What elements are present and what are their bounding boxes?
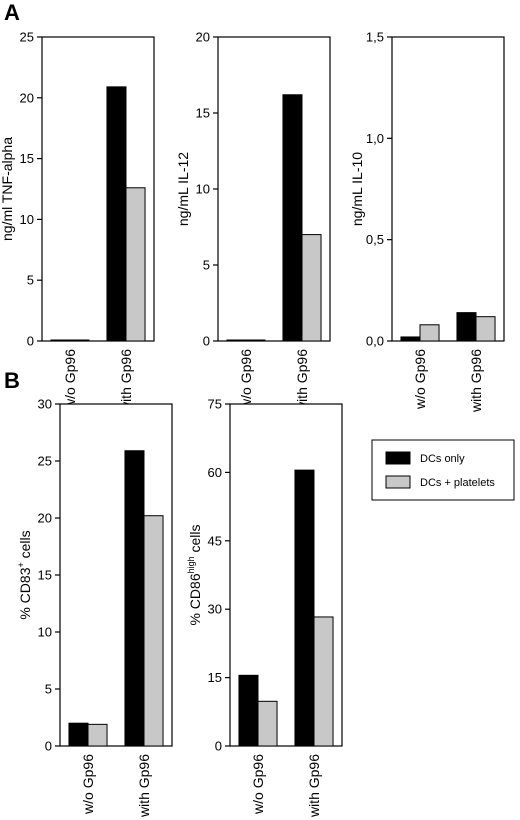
cd83-ytick-label: 25 [38,454,52,469]
panel-letter-a: A [4,0,20,25]
cd83-bar-dcs-only-wo-gp96 [68,722,89,747]
il-10-bar-dcs-platelets-with-gp96 [475,316,496,342]
il-12-category-label: with Gp96 [294,349,310,413]
il-12-ytick-label: 15 [196,106,210,121]
il-12-ytick-label: 20 [196,30,210,45]
cd83-ytick-label: 20 [38,511,52,526]
il-10-category-label: w/o Gp96 [412,349,428,410]
tnf-alpha-ytick-label: 15 [20,151,34,166]
il-10-plot-frame [391,36,505,342]
legend-swatch-dcs-platelets [385,475,411,489]
tnf-alpha-ytick-label: 25 [20,30,34,45]
cd86-bar-dcs-only-with-gp96 [294,469,315,747]
cd83-bar-dcs-platelets-wo-gp96 [87,723,108,747]
cd83-chart: 0 5 10 15 20 25 30 % CD83+ cells w/o Gp96 with Gp… [16,397,173,818]
cd86-ytick-label: 75 [208,397,222,412]
tnf-alpha-ytick-label: 0 [27,334,34,349]
cd86-ytick-label: 0 [215,739,222,754]
il-10-ytick-label: 1,0 [366,131,384,146]
il-10-category-label: with Gp96 [468,349,484,413]
cd86-bar-dcs-platelets-wo-gp96 [257,700,278,747]
cd83-ytick-label: 30 [38,397,52,412]
tnf-alpha-bar-dcs-only-with-gp96 [106,86,127,342]
il-12-ytick-label: 5 [203,258,210,273]
il-12-ytick-label: 0 [203,334,210,349]
cd86-category-label: with Gp96 [306,754,322,818]
cd83-bar-dcs-only-with-gp96 [124,450,145,747]
tnf-alpha-category-label: w/o Gp96 [62,349,78,410]
cd86-ytick-label: 30 [208,602,222,617]
cd86-category-label: w/o Gp96 [250,754,266,815]
legend-box [371,439,515,501]
il-10-bar-dcs-only-with-gp96 [456,312,477,342]
cd83-bar-dcs-platelets-with-gp96 [143,515,164,747]
il-12-category-label: w/o Gp96 [238,349,254,410]
cd83-category-label: w/o Gp96 [80,754,96,815]
cd83-ylabel: % CD83+ cells [16,530,33,619]
il-10-bar-dcs-platelets-wo-gp96 [419,324,440,342]
cd86-ytick-label: 15 [208,670,222,685]
legend: DCs only DCs + platelets [371,439,515,501]
cd86-ytick-label: 45 [208,533,222,548]
il-10-bar-dcs-only-wo-gp96 [400,336,421,342]
il-12-bar-dcs-only-with-gp96 [282,94,303,342]
cd86-ytick-label: 60 [208,465,222,480]
tnf-alpha-category-label: with Gp96 [118,349,134,413]
tnf-alpha-ylabel: ng/ml TNF-alpha [0,137,15,241]
il-12-chart: 0 5 10 15 20 ng/mL IL-12 w/o Gp96 with Gp96 [175,30,331,413]
cd86-chart: 0 15 30 45 60 75 % CD86high cells w/o Gp96 with … [186,397,343,818]
tnf-alpha-bar-dcs-only-wo-gp96 [50,339,71,342]
tnf-alpha-ytick-label: 5 [27,273,34,288]
il-12-ylabel: ng/mL IL-12 [175,152,191,226]
cd83-ytick-label: 0 [45,739,52,754]
panel-letter-b: B [4,368,20,393]
tnf-alpha-ytick-label: 10 [20,212,34,227]
il-12-bar-dcs-platelets-wo-gp96 [245,339,266,342]
il-12-bar-dcs-platelets-with-gp96 [301,234,322,342]
il-12-bar-dcs-only-wo-gp96 [226,339,247,342]
tnf-alpha-chart: 0 5 10 15 20 25 ng/ml TNF-alpha w/o Gp96 with Gp… [0,30,155,413]
tnf-alpha-ytick-label: 20 [20,90,34,105]
il-10-ytick-label: 0,5 [366,232,384,247]
il-10-ytick-label: 1,5 [366,30,384,45]
il-10-ytick-label: 0,0 [366,334,384,349]
tnf-alpha-bar-dcs-platelets-wo-gp96 [69,339,90,342]
cd83-category-label: with Gp96 [136,754,152,818]
il-12-ytick-label: 10 [196,182,210,197]
il-10-chart: 0,0 0,5 1,0 1,5 ng/mL IL-10 w/o Gp96 with Gp96 [349,30,505,413]
cd86-bar-dcs-only-wo-gp96 [238,674,259,747]
il-10-ylabel: ng/mL IL-10 [349,152,365,226]
cd83-ytick-label: 15 [38,568,52,583]
legend-swatch-dcs-only [385,451,411,465]
cd83-ytick-label: 10 [38,625,52,640]
cd86-bar-dcs-platelets-with-gp96 [313,616,334,747]
cd83-ytick-label: 5 [45,682,52,697]
cd86-ylabel: % CD86high cells [186,524,203,625]
legend-label-dcs-platelets: DCs + platelets [420,477,495,489]
tnf-alpha-bar-dcs-platelets-with-gp96 [125,187,146,342]
legend-label-dcs-only: DCs only [420,453,465,465]
